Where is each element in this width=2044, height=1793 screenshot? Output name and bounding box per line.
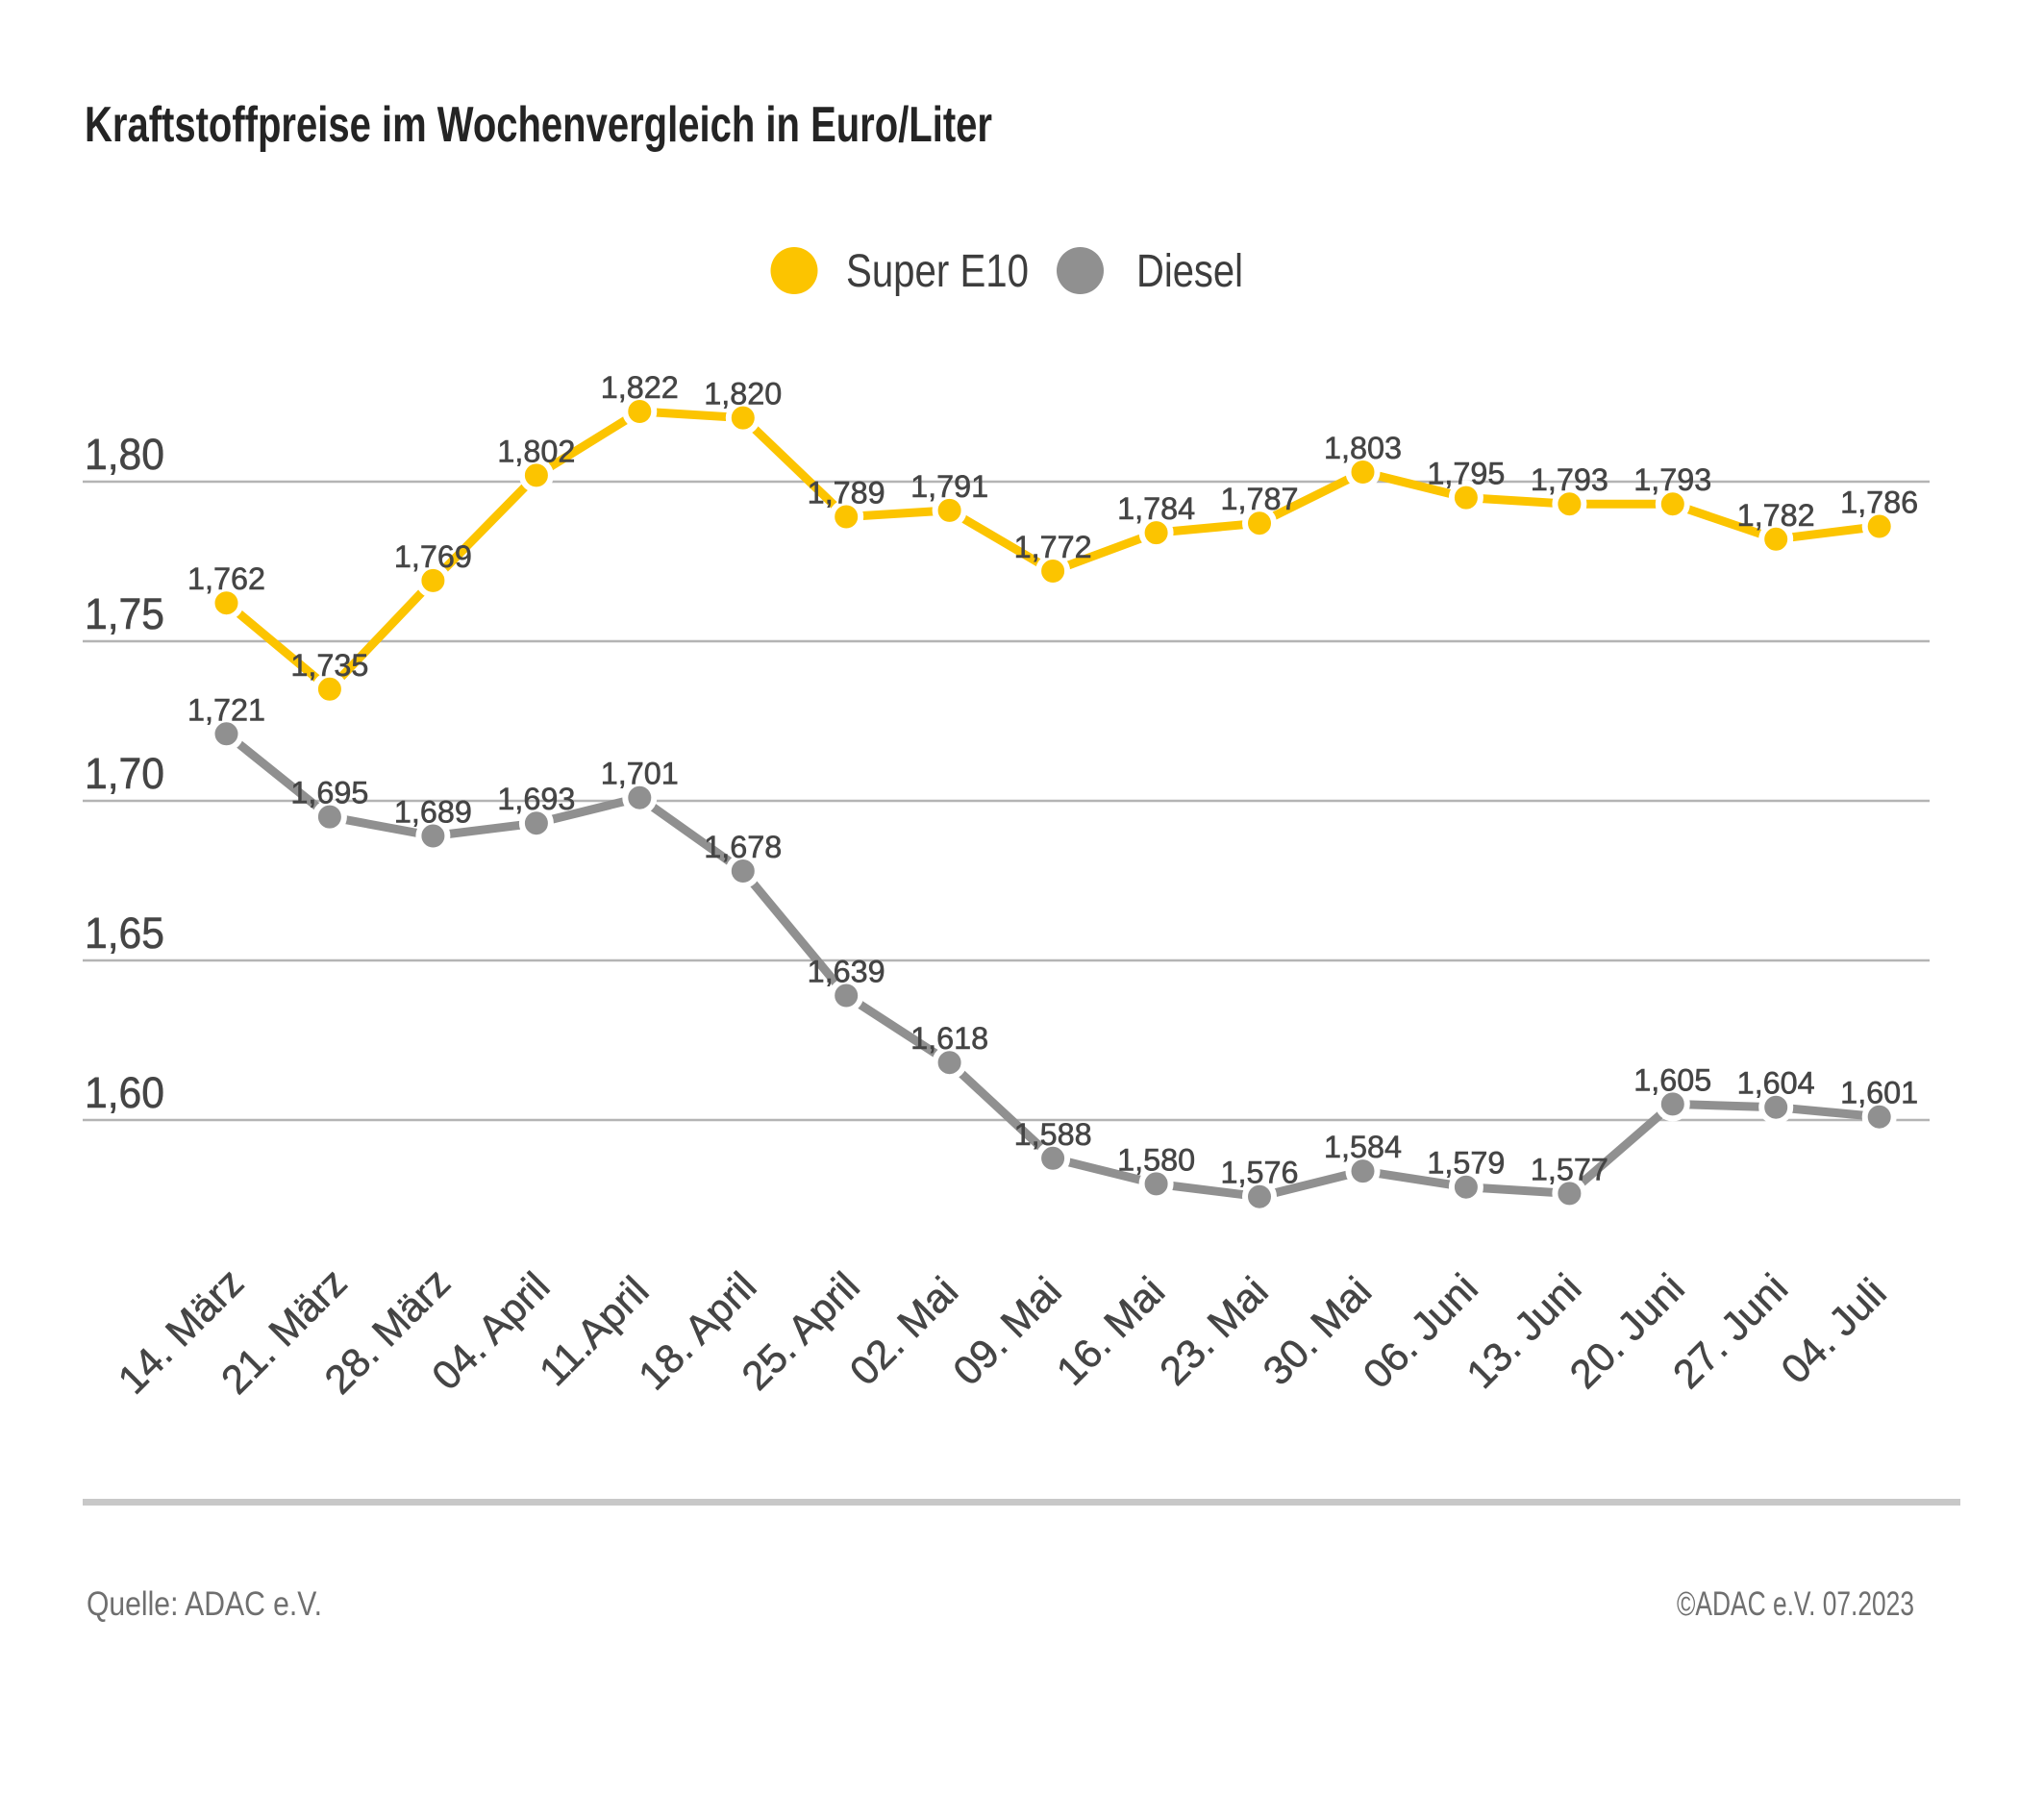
svg-text:©ADAC e.V. 07.2023: ©ADAC e.V. 07.2023 xyxy=(1677,1585,1914,1623)
svg-text:1,639: 1,639 xyxy=(808,955,885,989)
svg-text:1,65: 1,65 xyxy=(85,909,164,958)
svg-text:1,588: 1,588 xyxy=(1014,1117,1092,1152)
svg-text:1,80: 1,80 xyxy=(85,430,164,479)
svg-text:1,787: 1,787 xyxy=(1221,482,1299,516)
svg-text:1,803: 1,803 xyxy=(1324,431,1402,465)
svg-text:1,795: 1,795 xyxy=(1427,457,1505,491)
svg-text:Super E10: Super E10 xyxy=(846,246,1029,297)
svg-text:1,762: 1,762 xyxy=(187,561,265,596)
svg-text:1,584: 1,584 xyxy=(1324,1130,1402,1164)
svg-text:1,60: 1,60 xyxy=(85,1068,164,1117)
svg-text:1,786: 1,786 xyxy=(1840,486,1918,520)
svg-text:1,769: 1,769 xyxy=(394,539,472,574)
svg-text:1,75: 1,75 xyxy=(85,589,164,638)
svg-text:1,791: 1,791 xyxy=(910,469,988,504)
svg-text:1,784: 1,784 xyxy=(1117,491,1195,526)
svg-text:1,577: 1,577 xyxy=(1531,1152,1608,1186)
svg-text:1,604: 1,604 xyxy=(1737,1066,1815,1101)
svg-text:1,601: 1,601 xyxy=(1840,1076,1918,1110)
svg-text:1,689: 1,689 xyxy=(394,795,472,830)
svg-text:1,772: 1,772 xyxy=(1014,530,1092,564)
svg-text:Diesel: Diesel xyxy=(1136,246,1243,297)
svg-text:1,782: 1,782 xyxy=(1737,498,1815,533)
svg-text:1,605: 1,605 xyxy=(1633,1062,1711,1097)
svg-text:1,789: 1,789 xyxy=(808,476,885,511)
svg-text:1,618: 1,618 xyxy=(910,1021,988,1056)
svg-text:1,822: 1,822 xyxy=(601,370,679,405)
svg-text:Kraftstoffpreise im Wochenverg: Kraftstoffpreise im Wochenvergleich in E… xyxy=(85,97,992,153)
svg-text:1,701: 1,701 xyxy=(601,757,679,791)
svg-text:1,735: 1,735 xyxy=(290,648,368,683)
svg-text:1,802: 1,802 xyxy=(497,434,575,468)
svg-text:1,70: 1,70 xyxy=(85,749,164,798)
svg-text:1,721: 1,721 xyxy=(187,692,265,727)
svg-text:Quelle: ADAC e.V.: Quelle: ADAC e.V. xyxy=(87,1585,322,1623)
svg-text:1,695: 1,695 xyxy=(290,776,368,810)
svg-text:1,793: 1,793 xyxy=(1633,462,1711,497)
svg-text:1,793: 1,793 xyxy=(1531,462,1608,497)
svg-text:1,579: 1,579 xyxy=(1427,1146,1505,1181)
svg-text:1,576: 1,576 xyxy=(1221,1156,1299,1190)
svg-text:1,693: 1,693 xyxy=(497,782,575,816)
svg-text:1,678: 1,678 xyxy=(704,830,782,864)
svg-text:1,580: 1,580 xyxy=(1117,1142,1195,1177)
svg-text:1,820: 1,820 xyxy=(704,377,782,411)
